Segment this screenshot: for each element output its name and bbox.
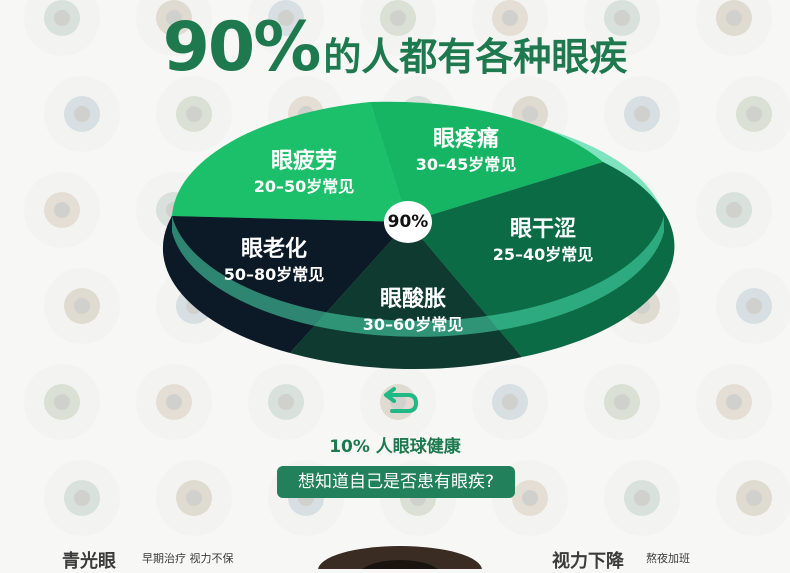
return-arrow-icon: [384, 387, 419, 413]
eyeball-decoration: [696, 172, 772, 248]
label-eye-soreness: 眼酸胀 30–60岁常见: [362, 287, 464, 334]
title-percent: 90%: [162, 8, 322, 87]
label-eye-aging: 眼老化 50–80岁常见: [223, 237, 325, 284]
label-eye-pain: 眼疼痛 30–45岁常见: [415, 127, 517, 174]
bottom-left-small: 早期治疗 视力不保: [142, 552, 234, 565]
center-percent-badge: 90%: [384, 201, 432, 243]
eyeball-decoration: [604, 76, 680, 152]
bottom-left-text: 青光眼: [62, 551, 116, 572]
eyeball-decoration: [716, 460, 790, 536]
pie-edge: [172, 216, 664, 337]
eyeball-decoration: [156, 76, 232, 152]
eyeball-decoration: [24, 0, 100, 56]
slice-eye-fatigue: [172, 102, 408, 222]
eyeball-decoration: [696, 364, 772, 440]
bottom-strip: [318, 546, 482, 569]
label-eye-fatigue: 眼疲劳 20–50岁常见: [253, 149, 355, 196]
bottom-right-small: 熬夜加班: [646, 552, 690, 565]
eyeball-decoration: [248, 0, 324, 56]
page-title: 90% 的人都有各种眼疾: [0, 8, 790, 87]
eyeball-decoration: [44, 460, 120, 536]
eyeball-decoration: [716, 268, 790, 344]
eye-disease-check-button[interactable]: 想知道自己是否患有眼疾?: [277, 466, 515, 498]
eyeball-decoration: [44, 268, 120, 344]
slice-eye-pain: [370, 101, 603, 222]
eyeball-decoration: [716, 76, 790, 152]
eyeball-decoration: [584, 0, 660, 56]
eyeball-decoration: [604, 460, 680, 536]
eyeball-decoration: [472, 0, 548, 56]
slice-dry-eye: [408, 162, 675, 357]
eyeball-decoration: [24, 172, 100, 248]
label-dry-eye: 眼干涩 25–40岁常见: [492, 217, 594, 264]
healthy-eye-text: 10% 人眼球健康: [329, 437, 461, 457]
eyeball-decoration: [136, 364, 212, 440]
eyeball-decoration: [44, 76, 120, 152]
bottom-right-text: 视力下降: [552, 551, 624, 572]
eyeball-decoration: [696, 0, 772, 56]
eyeball-decoration: [136, 0, 212, 56]
eyeball-decoration: [24, 364, 100, 440]
slice-eye-aging: [162, 216, 408, 353]
eyeball-decoration: [248, 364, 324, 440]
title-text: 的人都有各种眼疾: [323, 35, 628, 79]
eyeball-decoration: [360, 0, 436, 56]
eyeball-decoration: [156, 460, 232, 536]
eyeball-decoration: [584, 364, 660, 440]
eyeball-decoration: [472, 364, 548, 440]
